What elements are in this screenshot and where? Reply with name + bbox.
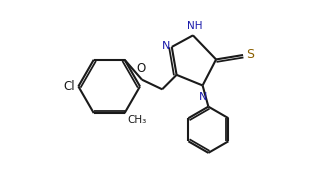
Text: N: N <box>199 92 207 102</box>
Text: CH₃: CH₃ <box>127 115 146 125</box>
Text: S: S <box>247 48 255 61</box>
Text: Cl: Cl <box>63 80 75 93</box>
Text: NH: NH <box>187 21 203 31</box>
Text: N: N <box>162 41 171 51</box>
Text: O: O <box>136 62 146 75</box>
